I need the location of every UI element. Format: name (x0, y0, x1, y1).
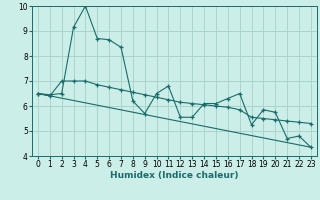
X-axis label: Humidex (Indice chaleur): Humidex (Indice chaleur) (110, 171, 239, 180)
